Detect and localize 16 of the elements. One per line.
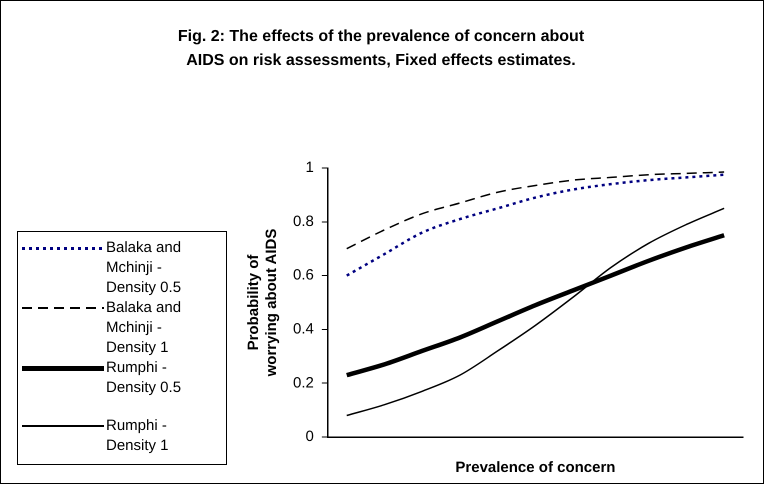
legend-label: Balaka and Mchinji - Density 1 — [106, 298, 182, 358]
line-series — [346, 208, 725, 416]
x-axis-title: Prevalence of concern — [455, 459, 616, 476]
y-tick-label: 0.4 — [292, 320, 314, 338]
legend-label: Rumphi - Density 1 — [106, 416, 170, 456]
y-tick-label: 1 — [306, 159, 314, 176]
chart-title: Fig. 2: The effects of the prevalence of concern about AIDS on risk assessments, Fixed effects estimates. — [176, 27, 586, 71]
y-tick-label: 0.8 — [292, 212, 314, 230]
y-tick-label: 0 — [306, 428, 314, 446]
y-tick-label: 0.6 — [292, 266, 314, 284]
y-axis-title: Probability of worrying about AIDS — [245, 228, 280, 378]
line-series — [345, 173, 726, 277]
y-tick-label: 0.2 — [292, 374, 314, 392]
legend-label: Balaka and Mchinji - Density 0.5 — [106, 238, 182, 298]
line-series — [346, 171, 725, 250]
legend-label: Rumphi - Density 0.5 — [106, 358, 182, 398]
